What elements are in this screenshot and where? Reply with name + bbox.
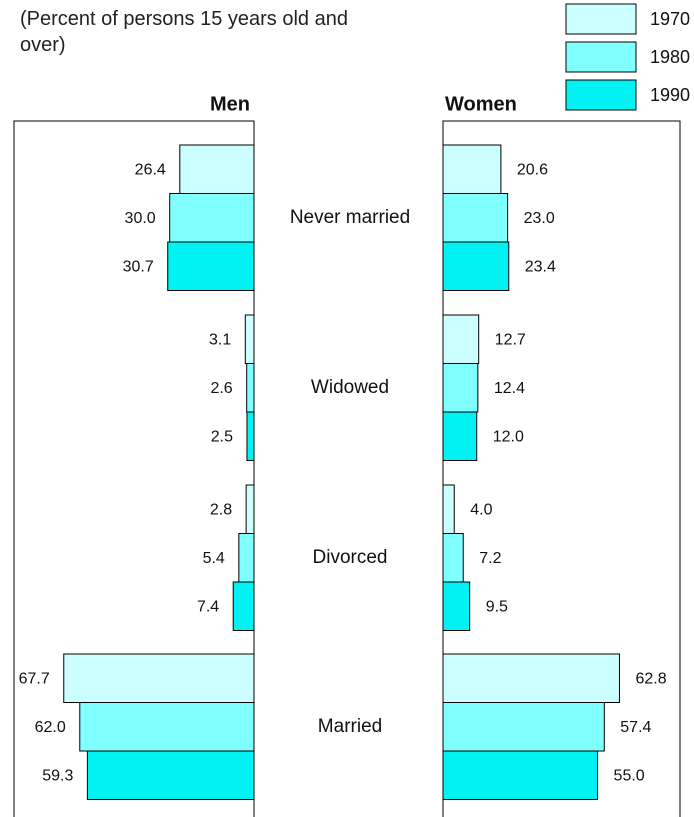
legend-label: 1970 bbox=[650, 9, 690, 29]
value-label: 7.2 bbox=[479, 550, 501, 567]
bar bbox=[442, 193, 509, 243]
value-label: 12.4 bbox=[494, 380, 525, 397]
bar bbox=[179, 144, 255, 194]
bar bbox=[238, 533, 255, 583]
value-label: 4.0 bbox=[470, 501, 492, 518]
category-label: Never married bbox=[290, 207, 410, 228]
value-label: 30.0 bbox=[125, 210, 156, 227]
bar bbox=[63, 653, 255, 703]
value-label: 2.6 bbox=[210, 380, 232, 397]
bar bbox=[442, 484, 455, 534]
women-frame bbox=[442, 120, 681, 817]
bar bbox=[442, 653, 620, 703]
bar bbox=[442, 533, 464, 583]
panel-title: Women bbox=[445, 93, 517, 115]
category-label: Divorced bbox=[313, 547, 388, 568]
value-label: 12.0 bbox=[493, 428, 524, 445]
bar bbox=[442, 144, 502, 194]
value-label: 67.7 bbox=[19, 670, 50, 687]
value-label: 23.0 bbox=[524, 210, 555, 227]
bar bbox=[232, 581, 255, 631]
value-label: 5.4 bbox=[203, 550, 225, 567]
legend-label: 1980 bbox=[650, 47, 690, 67]
value-label: 62.0 bbox=[35, 719, 66, 736]
value-label: 20.6 bbox=[517, 161, 548, 178]
chart-subtitle: (Percent of persons 15 years old and ove… bbox=[20, 8, 348, 56]
bar bbox=[442, 314, 480, 364]
bar bbox=[442, 581, 471, 631]
panel-title: Men bbox=[210, 93, 250, 115]
legend-label: 1990 bbox=[650, 85, 690, 105]
bar bbox=[245, 484, 255, 534]
bar bbox=[442, 363, 479, 413]
value-label: 9.5 bbox=[486, 598, 508, 615]
bar bbox=[169, 193, 255, 243]
bar bbox=[79, 702, 255, 752]
bar bbox=[442, 750, 599, 800]
category-label: Widowed bbox=[311, 377, 389, 398]
bar bbox=[86, 750, 255, 800]
legend-swatch bbox=[565, 41, 637, 73]
bar bbox=[244, 314, 255, 364]
bar bbox=[246, 363, 255, 413]
value-label: 7.4 bbox=[197, 598, 219, 615]
bar bbox=[442, 241, 510, 291]
value-label: 3.1 bbox=[209, 331, 231, 348]
category-label: Married bbox=[318, 716, 382, 737]
value-label: 30.7 bbox=[123, 258, 154, 275]
value-label: 55.0 bbox=[614, 767, 645, 784]
bar bbox=[442, 702, 605, 752]
value-label: 12.7 bbox=[495, 331, 526, 348]
legend-swatch bbox=[565, 3, 637, 35]
legend-swatch bbox=[565, 79, 637, 111]
value-label: 26.4 bbox=[135, 161, 166, 178]
value-label: 57.4 bbox=[620, 719, 651, 736]
value-label: 2.8 bbox=[210, 501, 232, 518]
value-label: 62.8 bbox=[635, 670, 666, 687]
value-label: 59.3 bbox=[42, 767, 73, 784]
value-label: 2.5 bbox=[211, 428, 233, 445]
bar bbox=[442, 411, 478, 461]
bar bbox=[246, 411, 255, 461]
bar bbox=[167, 241, 255, 291]
value-label: 23.4 bbox=[525, 258, 556, 275]
men-frame bbox=[13, 120, 255, 817]
